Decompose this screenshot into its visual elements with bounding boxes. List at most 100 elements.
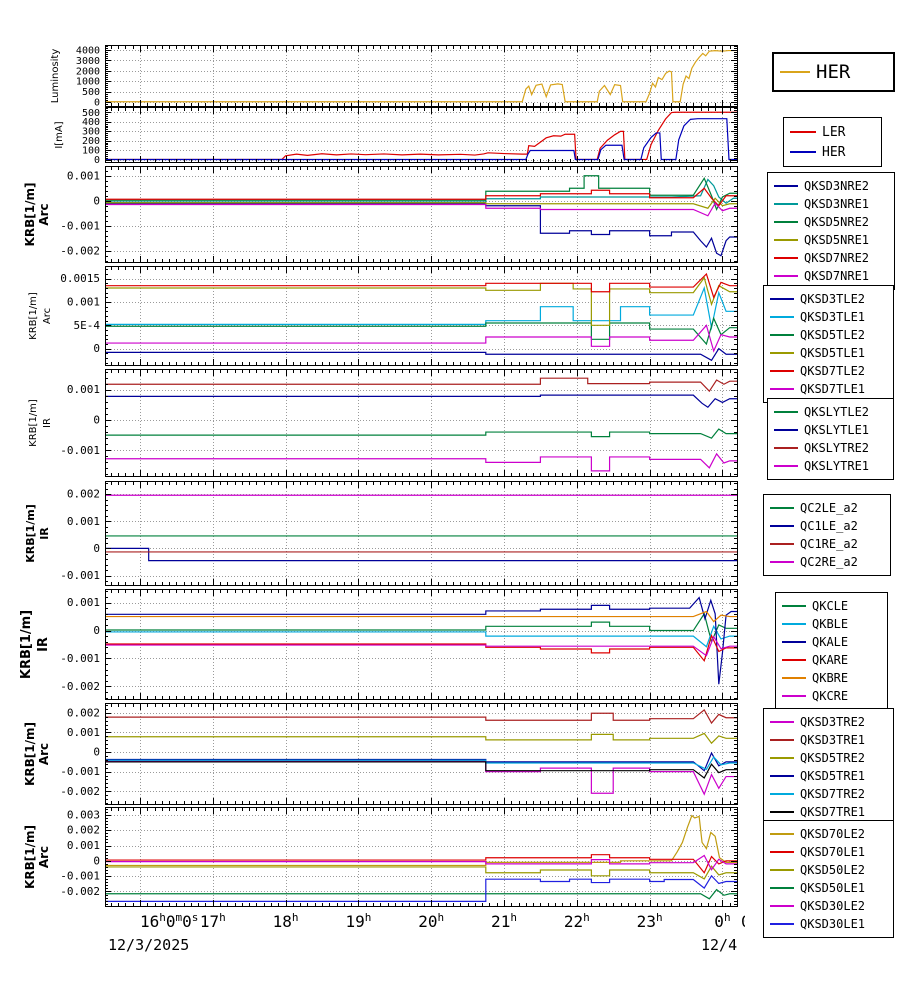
legend-series-label: QKSD5NRE1 (804, 233, 870, 247)
panel-cur-plot (0, 107, 745, 163)
legend-series-label: QKSD30LE1 (800, 917, 866, 931)
legend-series-label: QKSD3TLE2 (800, 292, 866, 306)
legend-ir-qc: QC2LE_a2 QC1LE_a2 QC1RE_a2 QC2RE_a2 (763, 494, 891, 576)
legend-entry-HER: HER (790, 142, 875, 162)
panel-lum-plot (0, 45, 745, 107)
legend-entry-QKSD30LE2: QKSD30LE2 (770, 897, 887, 915)
legend-entry-QKSD5TRE2: QKSD5TRE2 (770, 749, 887, 767)
legend-series-label: HER (822, 144, 846, 160)
legend-series-label: QKSD5NRE2 (804, 215, 870, 229)
legend-line-sample (770, 334, 794, 336)
legend-entry-HER: HER (780, 58, 887, 86)
legend-series-label: QKSD3TRE1 (800, 733, 866, 747)
legend-line-sample (770, 905, 794, 907)
legend-line-sample (782, 641, 806, 643)
legend-series-label: QKSD5TLE1 (800, 346, 866, 360)
legend-series-label: QC1LE_a2 (800, 519, 858, 533)
legend-cur: LER HER (783, 117, 882, 167)
legend-entry-QKSD7TRE1: QKSD7TRE1 (770, 803, 887, 821)
legend-series-label: QKSLYTRE2 (804, 441, 870, 455)
legend-line-sample (782, 623, 806, 625)
legend-line-sample (770, 887, 794, 889)
legend-series-label: QKSD3TRE2 (800, 715, 866, 729)
legend-line-sample (774, 203, 798, 205)
legend-entry-QKSD3TLE2: QKSD3TLE2 (770, 290, 887, 308)
legend-line-sample (774, 221, 798, 223)
legend-line-sample (770, 757, 794, 759)
legend-series-label: QKSD5TRE1 (800, 769, 866, 783)
legend-line-sample (774, 275, 798, 277)
legend-lum: HER (772, 52, 895, 92)
legend-series-label: QKSD3TLE1 (800, 310, 866, 324)
legend-entry-LER: LER (790, 122, 875, 142)
legend-arc-ole: QKSD70LE2 QKSD70LE1 QKSD50LE2 QKSD50LE1 QKSD… (763, 820, 894, 938)
legend-entry-QKSD3TRE1: QKSD3TRE1 (770, 731, 887, 749)
legend-entry-QKSD3NRE2: QKSD3NRE2 (774, 177, 888, 195)
legend-series-label: QKSD5TRE2 (800, 751, 866, 765)
legend-entry-QKSD50LE1: QKSD50LE1 (770, 879, 887, 897)
legend-entry-QKSD3TRE2: QKSD3TRE2 (770, 713, 887, 731)
legend-line-sample (770, 869, 794, 871)
legend-line-sample (782, 659, 806, 661)
legend-entry-QC2LE_a2: QC2LE_a2 (770, 499, 884, 517)
legend-line-sample (770, 525, 794, 527)
legend-entry-QKSD5TRE1: QKSD5TRE1 (770, 767, 887, 785)
legend-arc-tle: QKSD3TLE2 QKSD3TLE1 QKSD5TLE2 QKSD5TLE1 QKSD… (763, 285, 894, 403)
legend-line-sample (774, 465, 798, 467)
legend-line-sample (790, 131, 816, 133)
legend-entry-QKSD5TLE2: QKSD5TLE2 (770, 326, 887, 344)
legend-entry-QKSLYTLE1: QKSLYTLE1 (774, 421, 887, 439)
legend-arc-nre: QKSD3NRE2 QKSD3NRE1 QKSD5NRE2 QKSD5NRE1 QKSD… (767, 172, 895, 290)
legend-entry-QKSLYTRE2: QKSLYTRE2 (774, 439, 887, 457)
legend-entry-QKSLYTLE2: QKSLYTLE2 (774, 403, 887, 421)
legend-line-sample (770, 370, 794, 372)
legend-line-sample (774, 185, 798, 187)
panel-arc-tre-plot (0, 703, 745, 805)
legend-line-sample (770, 543, 794, 545)
legend-line-sample (774, 239, 798, 241)
legend-series-label: QC2RE_a2 (800, 555, 858, 569)
legend-line-sample (774, 257, 798, 259)
legend-line-sample (774, 447, 798, 449)
panel-arc-nre-plot (0, 166, 745, 263)
legend-series-label: QKSD7NRE2 (804, 251, 870, 265)
legend-line-sample (774, 411, 798, 413)
legend-entry-QKSD3TLE1: QKSD3TLE1 (770, 308, 887, 326)
legend-line-sample (770, 775, 794, 777)
legend-series-label: QKSD7TLE1 (800, 382, 866, 396)
legend-ir-qk: QKCLE QKBLE QKALE QKARE QKBRE QKCRE (775, 592, 888, 710)
legend-entry-QC1RE_a2: QC1RE_a2 (770, 535, 884, 553)
legend-series-label: QKALE (812, 635, 849, 649)
legend-entry-QKSD70LE1: QKSD70LE1 (770, 843, 887, 861)
legend-entry-QC2RE_a2: QC2RE_a2 (770, 553, 884, 571)
legend-entry-QKSD30LE1: QKSD30LE1 (770, 915, 887, 933)
legend-ir-sly: QKSLYTLE2 QKSLYTLE1 QKSLYTRE2 QKSLYTRE1 (767, 398, 894, 480)
legend-series-label: QC1RE_a2 (800, 537, 858, 551)
legend-series-label: QKSD50LE1 (800, 881, 866, 895)
legend-series-label: QKSD70LE2 (800, 827, 866, 841)
legend-line-sample (774, 429, 798, 431)
legend-entry-QKSLYTRE1: QKSLYTRE1 (774, 457, 887, 475)
legend-line-sample (770, 316, 794, 318)
legend-entry-QC1LE_a2: QC1LE_a2 (770, 517, 884, 535)
legend-line-sample (770, 739, 794, 741)
legend-series-label: QKSLYTLE1 (804, 423, 870, 437)
legend-entry-QKCLE: QKCLE (782, 597, 881, 615)
legend-entry-QKSD50LE2: QKSD50LE2 (770, 861, 887, 879)
legend-line-sample (770, 352, 794, 354)
legend-series-label: QC2LE_a2 (800, 501, 858, 515)
panel-ir-qk-plot (0, 589, 745, 700)
panel-arc-tle-plot (0, 266, 745, 366)
legend-series-label: QKSD5TLE2 (800, 328, 866, 342)
legend-series-label: QKSD7TRE2 (800, 787, 866, 801)
legend-line-sample (770, 298, 794, 300)
legend-entry-QKALE: QKALE (782, 633, 881, 651)
legend-entry-QKSD7TRE2: QKSD7TRE2 (770, 785, 887, 803)
legend-entry-QKBLE: QKBLE (782, 615, 881, 633)
legend-series-label: HER (816, 61, 851, 83)
legend-series-label: QKBRE (812, 671, 849, 685)
legend-line-sample (770, 388, 794, 390)
legend-series-label: QKSD7NRE1 (804, 269, 870, 283)
legend-entry-QKSD5NRE1: QKSD5NRE1 (774, 231, 888, 249)
